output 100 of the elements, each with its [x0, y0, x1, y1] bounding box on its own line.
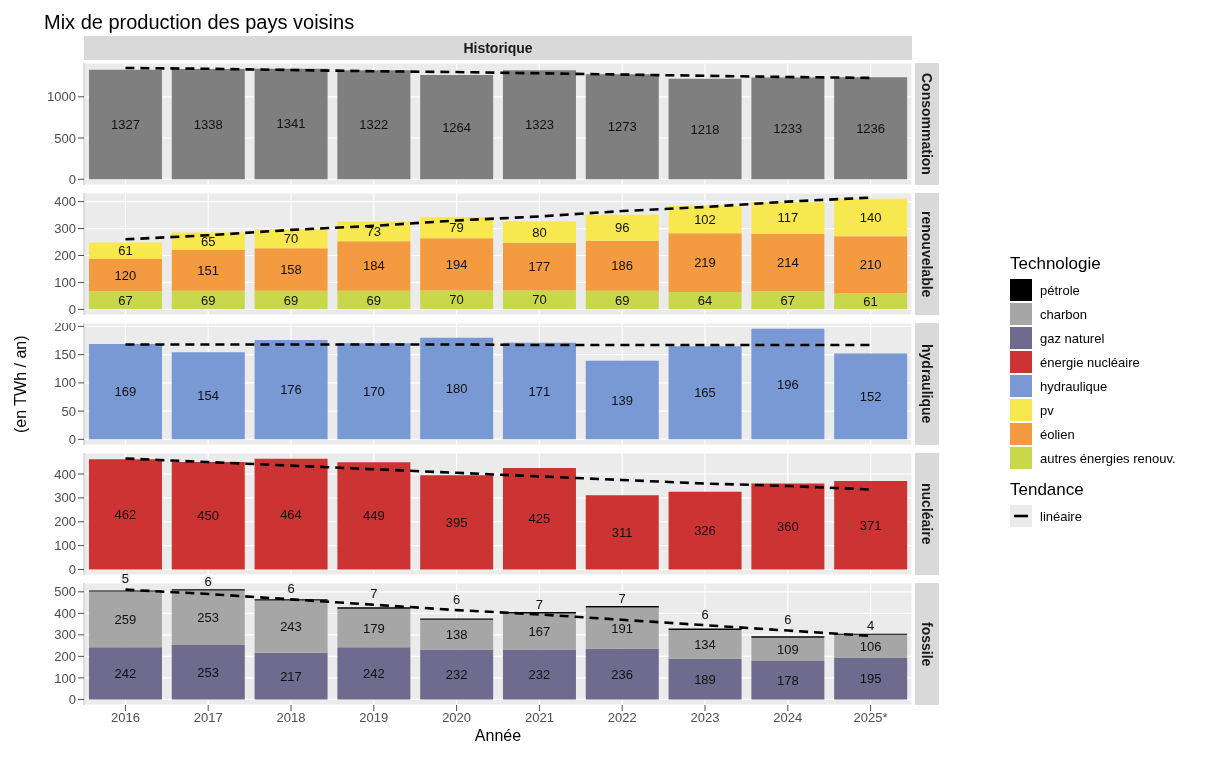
data-label: 1322	[359, 117, 389, 133]
y2-axis-title: fossile	[919, 621, 935, 667]
bar	[171, 590, 245, 645]
y-tick-label: 50	[61, 403, 76, 419]
legend-label: pv	[1040, 402, 1054, 418]
data-label: 462	[114, 506, 137, 522]
data-label: 217	[280, 668, 302, 684]
data-label: 259	[114, 611, 137, 627]
data-label: 1218	[690, 121, 720, 137]
bar	[88, 647, 162, 700]
data-label: 210	[859, 257, 882, 273]
x-tick-label: 2021	[524, 710, 554, 726]
bar	[420, 337, 494, 440]
bar	[751, 328, 825, 440]
bar	[502, 468, 576, 570]
bar	[420, 649, 494, 700]
data-label: 360	[776, 519, 799, 535]
y-tick-label: 100	[54, 670, 76, 686]
bar	[337, 70, 411, 180]
bar	[88, 291, 162, 310]
data-label: 120	[114, 267, 137, 283]
bar	[88, 258, 162, 292]
bar	[502, 342, 576, 440]
bar	[88, 591, 162, 648]
x-tick-label: 2017	[193, 710, 223, 726]
data-label: 4	[866, 618, 875, 634]
data-label: 1236	[856, 120, 886, 136]
data-label: 177	[528, 259, 551, 275]
data-label: 69	[366, 292, 382, 308]
y-axis-title: (en TWh / an)	[12, 334, 30, 435]
data-label: 73	[366, 223, 382, 239]
data-label: 311	[611, 524, 633, 540]
bar	[254, 652, 328, 700]
data-label: 1233	[773, 120, 803, 136]
chart-title: Mix de production des pays voisins	[44, 10, 356, 35]
y2-axis-title: renouvelable	[919, 210, 935, 298]
bar	[668, 292, 742, 310]
y-tick-label: 100	[54, 275, 76, 291]
bar	[88, 242, 162, 259]
data-label: 1338	[193, 116, 223, 132]
data-label: 69	[614, 292, 630, 308]
legend-label: autres énergies renouv.	[1040, 450, 1176, 466]
data-label: 1264	[442, 119, 472, 135]
bar	[834, 480, 908, 570]
bar	[254, 458, 328, 570]
y-tick-label: 1000	[47, 89, 76, 105]
bar	[88, 69, 162, 180]
data-label: 395	[445, 514, 468, 530]
data-label: 371	[859, 517, 882, 533]
bar	[337, 608, 411, 648]
data-label: 117	[777, 210, 799, 226]
bar	[668, 346, 742, 440]
bar	[834, 77, 908, 180]
bar	[751, 233, 825, 292]
data-label: 79	[449, 220, 464, 236]
x-tick-label: 2020	[442, 710, 472, 726]
bar	[751, 291, 825, 310]
bar	[420, 475, 494, 570]
data-label: 1327	[110, 117, 140, 133]
bar	[337, 343, 411, 440]
y-tick-label: 500	[54, 130, 76, 146]
x-tick-label: 2016	[110, 710, 140, 726]
data-label: 70	[449, 292, 464, 308]
bar	[751, 661, 825, 700]
bar	[254, 68, 328, 180]
y-tick-label: 300	[54, 490, 76, 506]
data-label: 7	[618, 590, 626, 606]
data-label: 65	[200, 233, 216, 249]
y-tick-label: 200	[54, 248, 76, 264]
bar	[751, 202, 825, 234]
data-label: 7	[370, 586, 378, 602]
legend-title: Technologie	[1010, 254, 1102, 274]
chart-subtitle: Historique	[84, 36, 912, 60]
bar	[585, 240, 659, 291]
data-label: 169	[114, 384, 137, 400]
data-label: 140	[859, 210, 882, 226]
bar	[337, 290, 411, 310]
data-label: 180	[445, 381, 468, 397]
data-label: 170	[362, 383, 385, 399]
x-tick-label: 2018	[276, 710, 306, 726]
data-label: 176	[280, 382, 302, 398]
bar	[420, 75, 494, 180]
data-label: 102	[694, 211, 716, 227]
y-tick-label: 0	[68, 692, 76, 708]
data-label: 253	[197, 664, 220, 680]
data-label: 6	[701, 606, 709, 622]
y2-axis-title: hydraulique	[919, 344, 935, 424]
data-label: 179	[362, 620, 385, 636]
data-label: 61	[863, 293, 878, 309]
data-label: 189	[694, 671, 716, 687]
data-label: 109	[776, 641, 799, 657]
x-tick-label: 2019	[359, 710, 389, 726]
bar	[834, 236, 908, 293]
bar	[88, 459, 162, 570]
data-label: 152	[859, 388, 882, 404]
data-label: 242	[114, 665, 137, 681]
data-label: 236	[611, 666, 634, 682]
line-series	[124, 66, 872, 80]
bar	[254, 248, 328, 291]
data-label: 106	[859, 638, 882, 654]
